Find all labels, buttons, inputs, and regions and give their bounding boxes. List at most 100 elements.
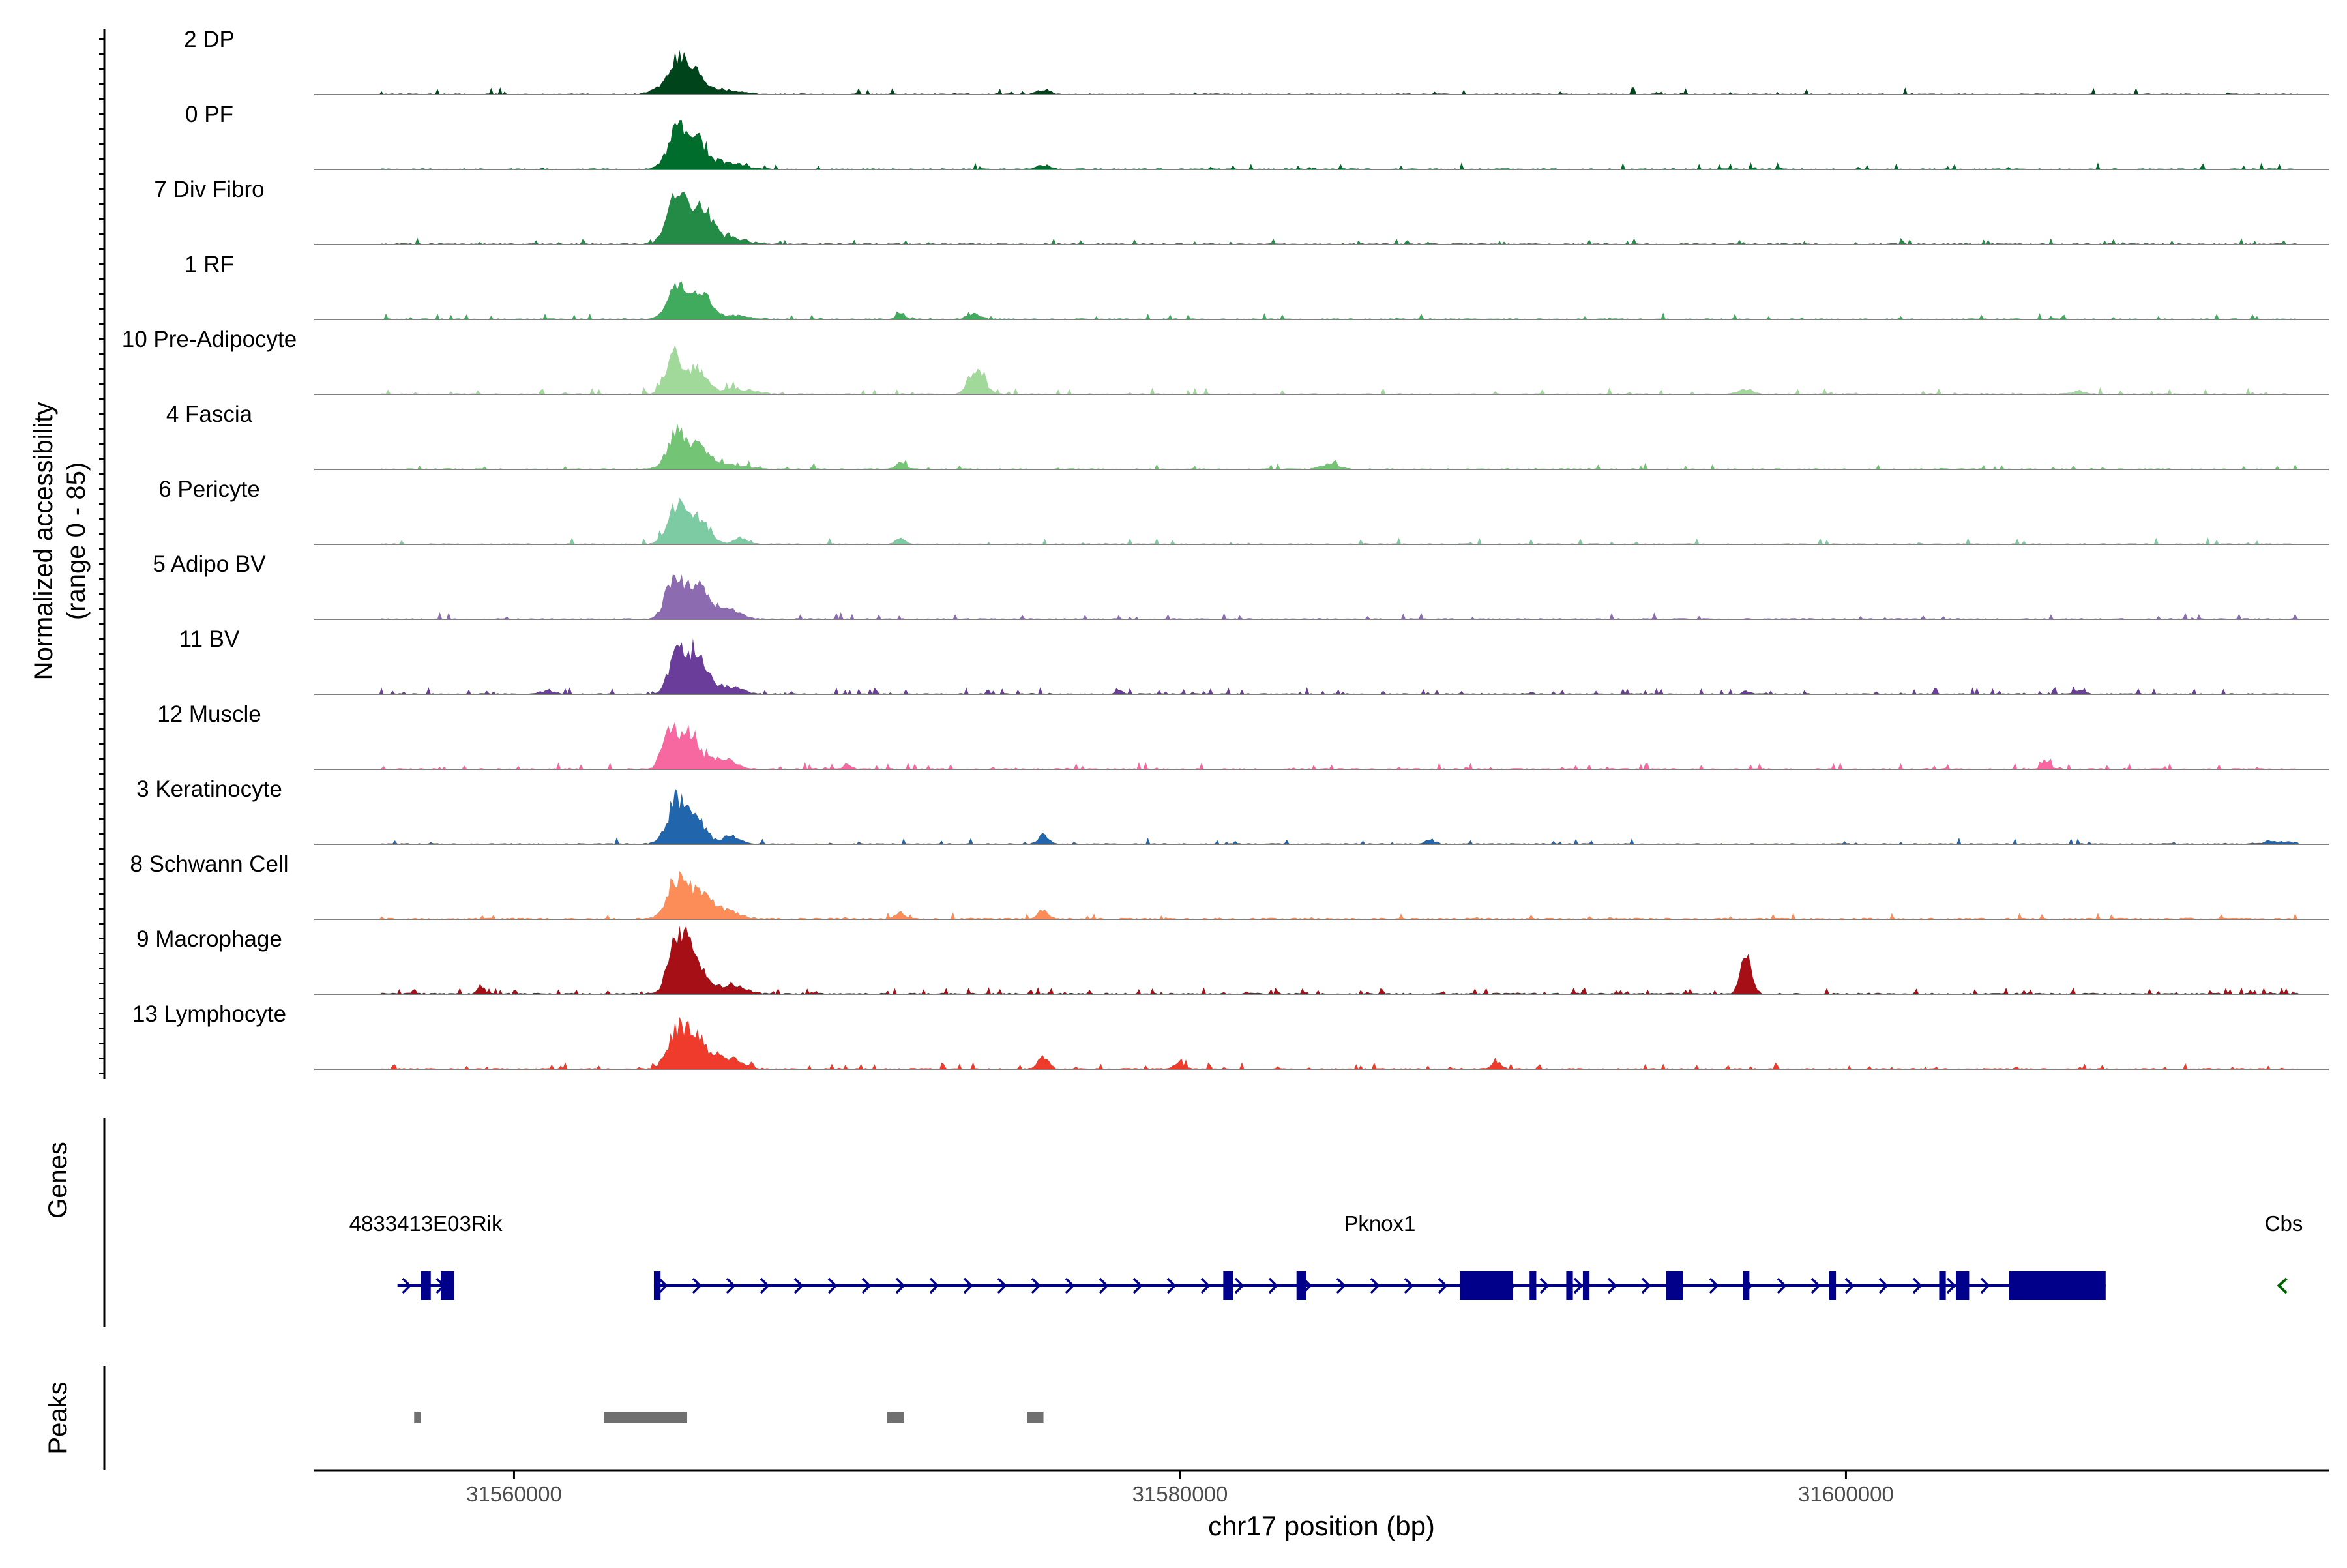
track-label: 5 Adipo BV [153,552,266,577]
track-label: 8 Schwann Cell [130,851,288,877]
strand-arrow [2277,1277,2288,1294]
track-label: 11 BV [179,627,240,652]
peak-region [414,1412,421,1423]
peak-region [887,1412,904,1423]
x-axis: 31560000 31580000 31600000 chr17 position … [314,1469,2329,1541]
strand-arrow [1810,1277,1821,1294]
track-coverage-area [314,1016,2329,1069]
strand-arrow [692,1277,702,1294]
strand-arrow [1539,1277,1550,1294]
track-13-lymphocyte: 13 Lymphocyte [132,1001,2329,1070]
gene-exon [2009,1271,2106,1300]
track-11-bv: 11 BV [179,627,2329,695]
peak-region [604,1412,688,1423]
track-label: 4 Fascia [166,402,253,427]
strand-arrow [1980,1277,1990,1294]
x-axis-ticks: 31560000 31580000 31600000 [466,1470,1894,1506]
strand-arrow [1404,1277,1414,1294]
gene-exon [1955,1271,1970,1300]
track-coverage-area [314,926,2329,994]
x-tick-label: 31600000 [1798,1482,1894,1506]
gene-exon [1529,1271,1537,1300]
genes-panel-label: Genes [44,1142,72,1219]
peaks-panel-label: Peaks [44,1382,72,1454]
strand-arrow [1370,1277,1380,1294]
gene-exon [1743,1271,1750,1300]
track-label: 10 Pre-Adipocyte [122,327,297,352]
strand-arrow [861,1277,872,1294]
track-1-rf: 1 RF [185,252,2329,320]
y-axis-label-line2: (range 0 - 85) [62,462,91,620]
track-label: 13 Lymphocyte [132,1001,286,1027]
strand-arrow [793,1277,804,1294]
track-coverage-area [314,788,2329,844]
gene-label: Cbs [2265,1211,2303,1235]
strand-arrow [1573,1277,1584,1294]
gene-exon [1829,1271,1837,1300]
gene-exon [1566,1271,1573,1300]
track-coverage-area [314,344,2329,394]
track-label: 2 DP [184,27,235,52]
track-label: 12 Muscle [157,702,261,727]
strand-arrow [1777,1277,1787,1294]
x-axis-label: chr17 position (bp) [1208,1511,1435,1541]
track-coverage-area [314,50,2329,95]
track-coverage-area [314,423,2329,469]
strand-arrow [402,1277,412,1294]
strand-arrow [1946,1277,1956,1294]
track-7-div-fibro: 7 Div Fibro [154,177,2329,245]
y-axis-label-line1: Normalized accessibility [29,402,58,681]
strand-arrow [1607,1277,1617,1294]
strand-arrow [1200,1277,1211,1294]
track-10-pre-adipocyte: 10 Pre-Adipocyte [122,327,2329,395]
peak-region [1026,1412,1044,1423]
track-label: 6 Pericyte [158,477,260,502]
strand-arrow [658,1277,668,1294]
track-3-keratinocyte: 3 Keratinocyte [136,777,2329,845]
track-8-schwann-cell: 8 Schwann Cell [130,851,2329,920]
coverage-y-axis [99,29,106,1079]
x-tick-label: 31560000 [466,1482,562,1506]
strand-arrow [1709,1277,1719,1294]
peaks-panel: Peaks [44,1366,1044,1470]
strand-arrow [1099,1277,1109,1294]
track-12-muscle: 12 Muscle [157,702,2329,770]
strand-arrow [1336,1277,1346,1294]
strand-arrow [1844,1277,1855,1294]
gene-exon [1666,1271,1683,1300]
gene-exon [653,1271,661,1300]
gene-exon [1459,1271,1513,1300]
track-label: 9 Macrophage [136,926,282,952]
track-coverage-area [314,191,2329,244]
strand-arrow [997,1277,1007,1294]
track-6-pericyte: 6 Pericyte [158,477,2329,545]
strand-arrow [895,1277,906,1294]
track-label: 7 Div Fibro [154,177,264,202]
gene-exon [1582,1271,1590,1300]
track-5-adipo-bv: 5 Adipo BV [153,552,2329,620]
gene-label: Pknox1 [1344,1211,1415,1235]
gene-exon [441,1271,454,1300]
track-9-macrophage: 9 Macrophage [136,926,2329,995]
track-coverage-area [314,871,2329,919]
strand-arrow [1641,1277,1651,1294]
strand-arrow [760,1277,770,1294]
strand-arrow [1166,1277,1177,1294]
x-tick-label: 31580000 [1132,1482,1228,1506]
strand-arrow [929,1277,939,1294]
strand-arrow [1878,1277,1889,1294]
track-0-pf: 0 PF [185,102,2329,170]
gene-exon [1223,1271,1233,1300]
track-4-fascia: 4 Fascia [166,402,2329,470]
track-coverage-area [314,638,2329,694]
strand-arrow [1234,1277,1245,1294]
gene-exon [1296,1271,1307,1300]
strand-arrow [963,1277,973,1294]
y-axis-label: Normalized accessibility (range 0 - 85) [29,402,91,681]
track-label: 3 Keratinocyte [136,777,282,802]
track-2-dp: 2 DP [184,27,2329,95]
track-label: 0 PF [185,102,233,127]
track-coverage-area [314,120,2329,170]
peak-regions [414,1412,1044,1423]
